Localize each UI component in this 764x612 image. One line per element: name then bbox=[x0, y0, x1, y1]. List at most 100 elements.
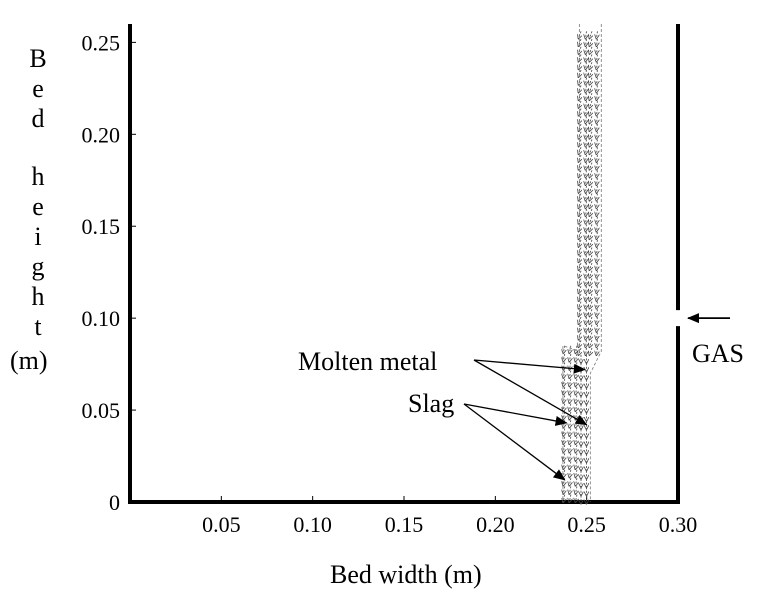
slag-vector bbox=[569, 362, 571, 370]
metal-vector bbox=[596, 131, 597, 139]
metal-vector bbox=[596, 147, 597, 154]
metal-vector bbox=[585, 108, 586, 116]
y-axis-title-letter: d bbox=[31, 104, 45, 133]
y-tick-label: 0.25 bbox=[82, 30, 121, 55]
metal-vector bbox=[585, 193, 586, 201]
slag-vector bbox=[563, 370, 565, 379]
metal-vector bbox=[596, 54, 597, 62]
metal-vector bbox=[585, 216, 586, 224]
metal-vector bbox=[585, 162, 586, 170]
metal-vector bbox=[596, 232, 597, 239]
metal-vector bbox=[589, 247, 592, 255]
slag-vector bbox=[563, 411, 565, 420]
metal-vector bbox=[579, 324, 582, 332]
slag-vector bbox=[575, 453, 577, 461]
metal-vector bbox=[589, 316, 592, 324]
slag-vector bbox=[569, 403, 571, 412]
metal-vector bbox=[585, 93, 586, 100]
metal-vector bbox=[585, 85, 586, 92]
slag-vector bbox=[575, 370, 577, 379]
metal-vector bbox=[596, 85, 597, 92]
metal-vector bbox=[589, 309, 592, 316]
metal-vector bbox=[579, 170, 582, 177]
slag-vector bbox=[563, 403, 565, 412]
y-tick-label: 0.05 bbox=[82, 398, 121, 423]
metal-vector bbox=[596, 216, 597, 224]
slag-vector bbox=[563, 395, 565, 403]
slag-vector bbox=[569, 345, 571, 354]
metal-vector bbox=[585, 208, 586, 216]
slag-vector bbox=[563, 494, 565, 503]
metal-vector bbox=[589, 185, 592, 193]
slag-vector bbox=[569, 453, 571, 461]
metal-vector bbox=[585, 139, 586, 146]
slag-vector bbox=[569, 428, 571, 436]
slag-vector bbox=[575, 469, 577, 478]
slag-vector bbox=[563, 453, 565, 461]
gas-label: GAS bbox=[692, 339, 744, 368]
slag-vector bbox=[569, 436, 571, 445]
metal-vector bbox=[585, 62, 586, 69]
slag-vector bbox=[563, 469, 565, 478]
metal-vector bbox=[585, 100, 586, 108]
metal-vector bbox=[585, 46, 586, 54]
metal-vector bbox=[596, 31, 597, 38]
x-axis-title: Bed width (m) bbox=[330, 560, 482, 589]
slag-vector bbox=[563, 353, 565, 362]
metal-vector bbox=[585, 201, 586, 208]
metal-vector bbox=[589, 301, 592, 309]
slag-vector bbox=[575, 478, 577, 486]
metal-vector bbox=[585, 39, 586, 46]
y-axis-title-letter: h bbox=[31, 282, 45, 311]
metal-vector bbox=[589, 85, 592, 92]
metal-vector bbox=[596, 255, 597, 262]
y-axis-title-unit: (m) bbox=[10, 346, 48, 375]
metal-vector bbox=[585, 309, 586, 316]
y-tick-label: 0 bbox=[109, 490, 120, 515]
metal-vector bbox=[596, 224, 597, 231]
metal-vector bbox=[589, 270, 592, 278]
metal-vector bbox=[585, 170, 586, 177]
metal-vector bbox=[589, 286, 592, 293]
metal-vector bbox=[585, 123, 586, 131]
metal-vector bbox=[589, 231, 592, 239]
slag-vector bbox=[563, 436, 565, 445]
slag-vector bbox=[569, 420, 571, 428]
slag-vector bbox=[575, 444, 577, 453]
metal-vector bbox=[596, 100, 597, 108]
metal-vector bbox=[589, 170, 592, 177]
metal-vector bbox=[585, 116, 586, 123]
metal-vector bbox=[596, 162, 597, 170]
metal-vector bbox=[596, 262, 597, 270]
metal-vector bbox=[585, 232, 586, 239]
metal-vector bbox=[596, 69, 597, 77]
slag-vector bbox=[575, 353, 577, 362]
metal-vector bbox=[579, 309, 582, 316]
metal-vector bbox=[589, 324, 592, 332]
slag-vector bbox=[569, 478, 571, 486]
metal-vector bbox=[585, 316, 586, 324]
slag-vector bbox=[563, 378, 565, 387]
metal-vector bbox=[589, 201, 592, 208]
metal-vector bbox=[589, 54, 592, 62]
slag-vector bbox=[575, 436, 577, 445]
metal-vector bbox=[596, 108, 597, 116]
metal-vector bbox=[585, 154, 586, 162]
metal-vector bbox=[585, 31, 586, 38]
metal-vector bbox=[585, 347, 586, 355]
metal-vector bbox=[589, 193, 592, 201]
metal-vector bbox=[589, 278, 592, 285]
metal-vector bbox=[579, 193, 582, 201]
slag-pointer bbox=[463, 403, 568, 426]
slag-vector bbox=[563, 428, 565, 436]
metal-vector bbox=[585, 293, 586, 301]
slag-vector bbox=[563, 461, 565, 470]
x-tick-label: 0.15 bbox=[385, 512, 424, 537]
molten-metal-pointer bbox=[473, 359, 586, 374]
metal-vector bbox=[579, 340, 582, 347]
slag-vector bbox=[569, 353, 571, 362]
metal-vector bbox=[585, 69, 586, 77]
metal-vector bbox=[589, 123, 592, 131]
velocity-vectors bbox=[563, 24, 602, 504]
metal-vector bbox=[589, 69, 592, 77]
